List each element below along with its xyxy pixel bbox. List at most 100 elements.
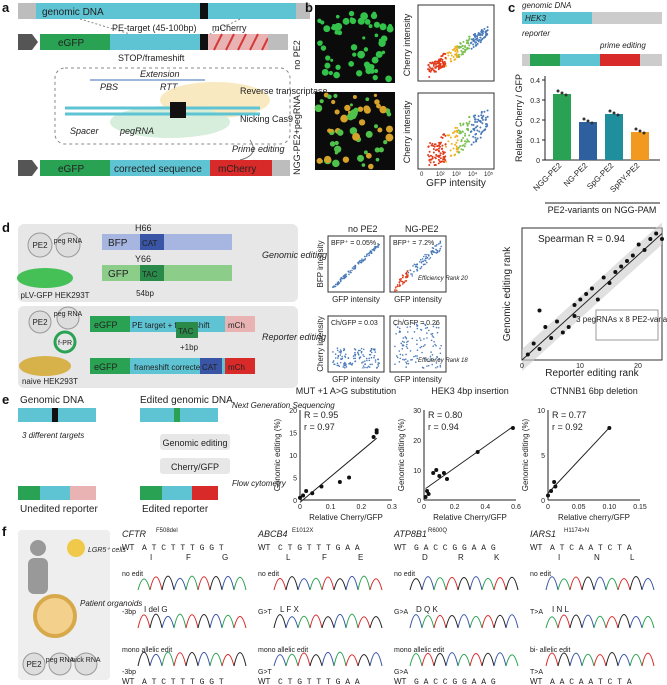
flow-dot	[439, 157, 442, 160]
flow-dot	[396, 283, 399, 286]
cell-dot	[371, 56, 379, 64]
flow-dot	[426, 253, 428, 256]
flow-dot	[439, 161, 442, 164]
f-row-label: no edit	[394, 571, 415, 578]
flow-dot	[438, 358, 440, 360]
cell-dot	[333, 93, 338, 98]
b-label-no-pe2: no PE2	[292, 40, 302, 70]
flow-dot	[341, 355, 343, 358]
flow-plot-2	[417, 92, 495, 170]
flow-dot	[461, 130, 464, 133]
cell-dot	[334, 145, 342, 153]
flow-dot	[377, 246, 380, 248]
flow-dot	[419, 267, 422, 270]
f-organoids: Patient organoids	[80, 599, 142, 608]
e-point	[549, 489, 554, 493]
f-peak	[221, 575, 235, 591]
f-peak	[185, 614, 199, 629]
f-row-label: bi- allelic edit	[530, 647, 571, 654]
flow-dot	[437, 68, 440, 71]
cell-dot	[368, 24, 373, 29]
f-peak	[137, 651, 151, 667]
e-xtick: 0.2	[450, 504, 460, 511]
flow-dot	[377, 244, 380, 247]
f-peak	[545, 652, 559, 667]
flow-dot	[435, 65, 438, 68]
d-tick-0: 0	[520, 363, 524, 370]
flow-dot	[362, 354, 364, 356]
flow-dot	[357, 352, 360, 355]
b-tick-3: 10⁴	[468, 171, 478, 178]
e-point	[304, 489, 309, 493]
f-peak	[233, 652, 247, 667]
cell-dot	[324, 155, 332, 164]
flow-dot	[343, 275, 346, 278]
d-bfp-a: BFP⁺ = 0.05%	[331, 240, 376, 247]
e-xlabel: Relative cherry/GFP	[558, 513, 630, 522]
flow-dot	[460, 49, 463, 52]
panel-f: f LGR5⁺ cells Patient organoids PE2 peg …	[2, 524, 655, 685]
flow-dot	[481, 122, 484, 125]
cell-dot	[364, 19, 371, 25]
f-peak	[273, 577, 287, 591]
flow-dot	[439, 352, 442, 355]
flow-dot	[336, 349, 339, 352]
flow-dot	[481, 130, 484, 133]
flow-dot	[453, 131, 456, 134]
flow-dot	[365, 255, 368, 257]
f-peak	[137, 578, 151, 591]
f-peak	[221, 614, 235, 629]
d-egfp2: eGFP	[94, 362, 118, 372]
flow-dot	[466, 41, 469, 44]
d-cell2-label: naive HEK293T	[22, 377, 78, 386]
flow-dot	[351, 269, 353, 272]
flow-dot	[432, 358, 435, 361]
flow-dot	[436, 60, 439, 63]
d-fpr: f-PR	[58, 340, 72, 347]
flow-dot	[472, 46, 475, 49]
cell-dot	[346, 112, 355, 121]
flow-dot	[441, 60, 444, 63]
b-ylabel-1: Cherry intensity	[402, 13, 412, 76]
f-row-label: no edit	[530, 571, 551, 578]
flow-dot	[401, 354, 404, 356]
flow-dot	[336, 362, 339, 365]
f-edit-seq: I N L	[552, 605, 569, 614]
flow-dot	[399, 353, 402, 356]
flow-dot	[368, 254, 371, 256]
flow-dot	[436, 365, 439, 368]
d-gfp-bar	[102, 265, 232, 281]
f-peak	[333, 613, 347, 629]
d-rank-plot	[521, 227, 663, 361]
f-peak	[457, 614, 471, 629]
flow-dot	[480, 114, 483, 117]
flow-dot	[456, 139, 459, 142]
cell-dot	[348, 10, 355, 17]
cell-dot	[316, 157, 323, 164]
flow-dot	[427, 254, 430, 256]
flow-dot	[354, 360, 356, 363]
flow-dot	[427, 364, 430, 367]
flow-dot	[416, 268, 418, 271]
flow-dot	[444, 56, 447, 59]
flow-dot	[368, 366, 371, 368]
f-peg: peg RNA	[46, 657, 75, 664]
flow-dot	[440, 245, 442, 248]
cell-dot	[383, 139, 388, 145]
flow-dot	[438, 61, 441, 64]
flow-dot	[433, 251, 435, 254]
f-peak	[297, 615, 311, 629]
f-wt-label-2: WT	[530, 677, 543, 685]
flow-dot	[423, 338, 425, 340]
flow-dot	[484, 116, 487, 119]
flow-dot	[343, 274, 346, 276]
f-peak	[345, 613, 359, 629]
flow-dot	[448, 51, 451, 54]
flow-dot	[344, 355, 346, 357]
flow-dot	[426, 365, 428, 367]
flow-dot	[406, 326, 409, 328]
flow-dot	[420, 329, 423, 331]
flow-dot	[373, 349, 376, 351]
c-bar-point	[612, 111, 616, 115]
